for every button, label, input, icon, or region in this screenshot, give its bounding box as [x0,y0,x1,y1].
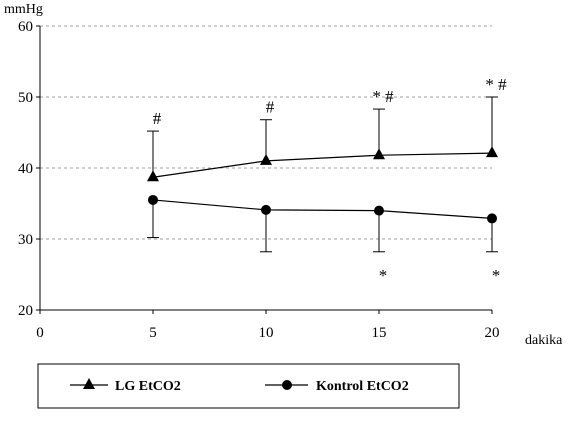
data-point-circle [487,213,497,224]
y-axis-label: mmHg [4,2,43,17]
y-tick-labels: 20 30 40 50 60 [18,19,33,319]
legend-label-lg: LG EtCO2 [115,379,181,394]
x-tick-label: 5 [149,325,157,341]
significance-annotation: # [153,109,162,128]
legend: LG EtCO2 Kontrol EtCO2 [37,363,460,409]
x-tick-label: 0 [36,325,44,341]
data-point-triangle [260,153,272,165]
data-point-triangle [373,148,385,160]
x-tick-labels: 0 5 10 15 20 [36,325,499,341]
y-tick-label: 40 [18,161,33,177]
y-tick-label: 30 [18,232,33,248]
legend-label-kontrol: Kontrol EtCO2 [316,379,409,394]
y-tick-label: 50 [18,90,33,106]
x-axis-label: dakika [525,333,563,348]
grid-lines [36,25,493,314]
data-point-triangle [486,146,498,158]
y-tick-label: 20 [18,303,33,319]
data-point-circle [148,194,158,205]
x-tick-label: 20 [485,325,500,341]
legend-marker-triangle [83,378,95,389]
legend-marker-circle [282,380,292,390]
significance-annotation: * # [485,75,507,94]
y-tick-label: 60 [18,19,33,35]
data-point-triangle [147,170,159,182]
series-line [152,152,493,178]
significance-annotation: * # [372,87,394,106]
x-tick-label: 15 [372,325,387,341]
legend-box [37,363,460,409]
significance-annotation: # [266,98,275,117]
significance-annotation: * [379,266,388,285]
data-point-circle [374,205,384,216]
data-point-circle [261,204,271,215]
annotations: # # * # * # * * [153,75,507,285]
series-layer [147,96,498,253]
significance-annotation: * [492,266,501,285]
x-tick-label: 10 [259,325,274,341]
series-line [152,199,493,220]
